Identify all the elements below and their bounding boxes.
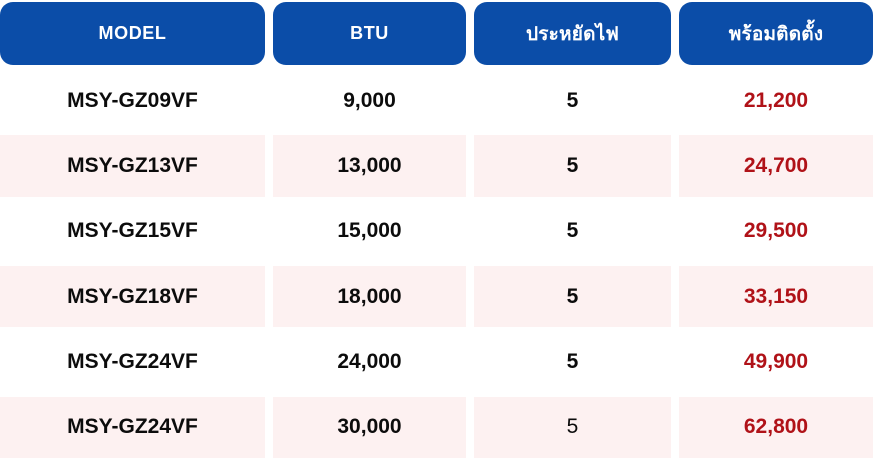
btu-cell: 13,000 bbox=[273, 133, 466, 198]
price-cell: 24,700 bbox=[679, 133, 873, 198]
saving-cell: 5 bbox=[474, 264, 671, 329]
saving-cell: 5 bbox=[474, 198, 671, 264]
btu-cell: 30,000 bbox=[273, 395, 466, 460]
model-cell: MSY-GZ24VF bbox=[0, 395, 265, 460]
price-cell: 29,500 bbox=[679, 198, 873, 264]
price-cell: 62,800 bbox=[679, 395, 873, 460]
btu-cell: 15,000 bbox=[273, 198, 466, 264]
saving-cell: 5 bbox=[474, 329, 671, 395]
model-cell: MSY-GZ15VF bbox=[0, 198, 265, 264]
btu-cell: 9,000 bbox=[273, 68, 466, 134]
btu-cell: 24,000 bbox=[273, 329, 466, 395]
saving-cell: 5 bbox=[474, 68, 671, 134]
header-cell-installed-price: พร้อมติดตั้ง bbox=[679, 2, 873, 65]
saving-cell: 5 bbox=[474, 133, 671, 198]
model-cell: MSY-GZ24VF bbox=[0, 329, 265, 395]
model-cell: MSY-GZ18VF bbox=[0, 264, 265, 329]
model-cell: MSY-GZ09VF bbox=[0, 68, 265, 134]
model-cell: MSY-GZ13VF bbox=[0, 133, 265, 198]
price-cell: 49,900 bbox=[679, 329, 873, 395]
btu-cell: 18,000 bbox=[273, 264, 466, 329]
price-cell: 21,200 bbox=[679, 68, 873, 134]
header-cell-energy-saving: ประหยัดไฟ bbox=[474, 2, 671, 65]
header-cell-btu: BTU bbox=[273, 2, 466, 65]
price-cell: 33,150 bbox=[679, 264, 873, 329]
header-cell-model: MODEL bbox=[0, 2, 265, 65]
saving-cell: 5 bbox=[474, 395, 671, 460]
